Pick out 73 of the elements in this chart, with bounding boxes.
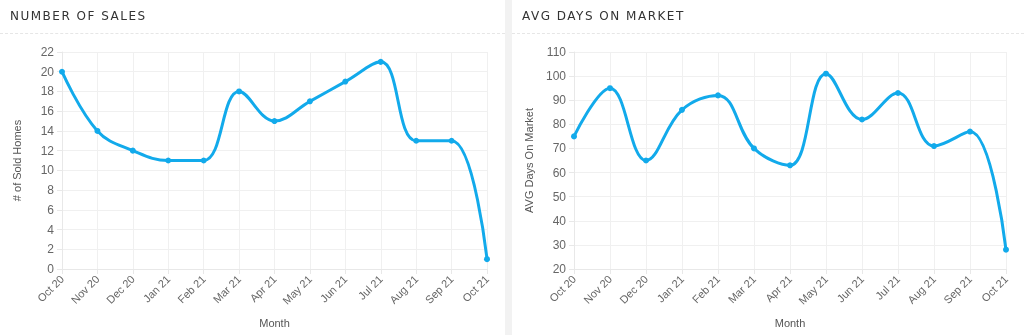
x-tick-label: Nov 20 bbox=[581, 272, 615, 306]
point bbox=[931, 143, 937, 150]
y-tick-label: 100 bbox=[545, 69, 567, 84]
x-tick-label: Aug 21 bbox=[387, 272, 421, 306]
x-tick-label: Jan 21 bbox=[140, 272, 173, 305]
x-tick-label: Mar 21 bbox=[725, 272, 759, 306]
x-tick-label: Aug 21 bbox=[905, 272, 939, 306]
y-tick-label: 8 bbox=[47, 183, 55, 198]
y-tick-label: 90 bbox=[552, 93, 567, 108]
point bbox=[823, 70, 829, 77]
point bbox=[94, 127, 101, 134]
point bbox=[306, 98, 313, 105]
x-tick-label: Dec 20 bbox=[103, 272, 138, 306]
point bbox=[377, 58, 384, 65]
chart-title: AVG DAYS ON MARKET bbox=[512, 0, 1024, 34]
point bbox=[1003, 246, 1009, 253]
y-tick-label: 2 bbox=[47, 242, 55, 257]
x-tick-label: Nov 20 bbox=[68, 272, 102, 306]
point bbox=[607, 85, 613, 92]
point bbox=[895, 89, 901, 96]
y-tick-label: 18 bbox=[40, 84, 55, 99]
x-tick-label: Jan 21 bbox=[654, 272, 687, 305]
y-tick-label: 6 bbox=[47, 202, 55, 217]
x-tick-label: Jun 21 bbox=[834, 272, 867, 305]
x-tick-label: Oct 21 bbox=[978, 272, 1011, 305]
x-tick-label: Oct 21 bbox=[459, 272, 492, 305]
y-tick-label: 50 bbox=[552, 189, 567, 204]
point bbox=[342, 78, 349, 85]
y-axis-title: AVG Days On Market bbox=[522, 108, 535, 213]
y-tick-label: 80 bbox=[552, 117, 567, 132]
x-tick-label: Jul 21 bbox=[873, 272, 903, 302]
chart-title: NUMBER OF SALES bbox=[0, 0, 505, 34]
x-axis-title: Month bbox=[259, 316, 290, 329]
y-tick-label: 16 bbox=[40, 104, 55, 119]
x-tick-label: Sep 21 bbox=[941, 272, 975, 306]
point bbox=[967, 128, 973, 135]
point bbox=[236, 88, 243, 95]
point bbox=[679, 106, 685, 113]
y-tick-label: 10 bbox=[40, 163, 55, 178]
x-tick-label: Sep 21 bbox=[422, 272, 456, 306]
y-tick-label: 70 bbox=[552, 141, 567, 156]
y-axis-title: # of Sold Homes bbox=[10, 119, 23, 202]
x-tick-label: Feb 21 bbox=[175, 272, 208, 306]
point bbox=[413, 137, 420, 144]
x-tick-label: Jun 21 bbox=[317, 272, 350, 305]
x-tick-label: Jul 21 bbox=[355, 272, 385, 302]
y-tick-label: 30 bbox=[552, 237, 567, 252]
y-tick-label: 20 bbox=[40, 64, 55, 79]
x-tick-label: Mar 21 bbox=[210, 272, 244, 306]
point bbox=[571, 133, 577, 140]
point bbox=[643, 157, 649, 164]
point bbox=[129, 147, 136, 154]
x-tick-label: Apr 21 bbox=[762, 272, 795, 305]
x-tick-label: Apr 21 bbox=[247, 272, 279, 305]
point bbox=[787, 162, 793, 169]
y-tick-label: 60 bbox=[552, 165, 567, 180]
y-tick-label: 40 bbox=[552, 213, 567, 228]
point bbox=[715, 92, 721, 99]
point bbox=[165, 157, 172, 164]
y-tick-label: 110 bbox=[546, 45, 567, 59]
y-tick-label: 4 bbox=[47, 222, 55, 237]
x-tick-label: Dec 20 bbox=[617, 272, 651, 306]
point bbox=[271, 118, 278, 125]
point bbox=[751, 145, 757, 152]
x-tick-label: May 21 bbox=[796, 272, 831, 307]
point bbox=[448, 137, 455, 144]
y-tick-label: 12 bbox=[40, 143, 55, 158]
y-tick-label: 22 bbox=[40, 45, 55, 59]
y-tick-label: 14 bbox=[40, 123, 55, 138]
point bbox=[859, 116, 865, 123]
x-axis-title: Month bbox=[774, 316, 806, 329]
point bbox=[484, 256, 490, 263]
x-tick-label: Feb 21 bbox=[689, 272, 723, 306]
